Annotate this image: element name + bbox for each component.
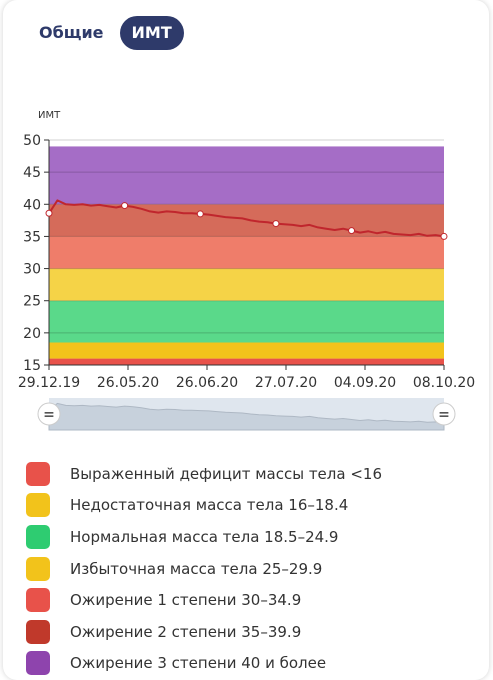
y-axis-label: ИМТ (38, 110, 61, 121)
legend-swatch (26, 588, 50, 613)
bmi-line (48, 199, 445, 238)
bmi-band-2 (49, 300, 444, 343)
tab-general[interactable]: Общие (39, 23, 104, 42)
legend-item: Ожирение 3 степени 40 и более (26, 648, 382, 680)
x-tick-label: 29.12.19 (18, 375, 80, 391)
y-tick-label: 30 (23, 262, 41, 278)
x-tick-label: 26.06.20 (176, 375, 238, 391)
tab-bmi[interactable]: ИМТ (119, 16, 184, 50)
legend-item: Ожирение 1 степени 30–34.9 (26, 584, 382, 616)
legend-swatch (26, 493, 50, 518)
legend: Выраженный дефицит массы тела <16 Недоста… (26, 458, 382, 679)
tab-bar: Общие ИМТ (29, 16, 190, 50)
bmi-band-3 (49, 268, 444, 301)
legend-label: Ожирение 3 степени 40 и более (70, 654, 327, 673)
y-tick-label: 15 (23, 358, 41, 374)
legend-label: Ожирение 2 степени 35–39.9 (70, 622, 302, 641)
bmi-chart: 15 20 25 30 35 40 45 50 ИМТ 29.12.19 26.05.20 26.06… (18, 110, 475, 431)
y-tick-label: 40 (23, 197, 41, 213)
legend-item: Ожирение 2 степени 35–39.9 (26, 616, 382, 648)
legend-swatch (26, 619, 50, 644)
data-point (348, 227, 356, 235)
legend-item: Избыточная масса тела 25–29.9 (26, 553, 382, 585)
y-tick-label: 25 (23, 294, 41, 310)
data-point (45, 209, 53, 217)
x-tick-label: 04.09.20 (334, 375, 396, 391)
y-tick-label: 50 (23, 133, 41, 149)
bmi-band-6 (49, 146, 444, 205)
drag-handle-icon[interactable]: = (438, 407, 450, 423)
x-tick-label: 26.05.20 (97, 375, 159, 391)
legend-item: Нормальная масса тела 18.5–24.9 (26, 521, 382, 553)
legend-item: Выраженный дефицит массы тела <16 (26, 458, 382, 490)
legend-swatch (26, 556, 50, 581)
y-tick-label: 35 (23, 229, 41, 245)
bmi-band-4 (49, 236, 444, 269)
legend-swatch (26, 651, 50, 676)
legend-swatch (26, 461, 50, 486)
data-point (196, 210, 204, 218)
x-tick-label: 08.10.20 (413, 375, 475, 391)
navigator-handle[interactable] (37, 402, 61, 426)
navigator-series (48, 402, 445, 431)
legend-swatch (26, 524, 50, 549)
y-tick-label: 20 (23, 326, 41, 342)
y-tick-label: 45 (23, 165, 41, 181)
legend-label: Ожирение 1 степени 30–34.9 (70, 591, 302, 610)
legend-label: Выраженный дефицит массы тела <16 (70, 464, 382, 483)
legend-label: Недостаточная масса тела 16–18.4 (70, 496, 349, 515)
drag-handle-icon[interactable]: = (43, 407, 55, 423)
legend-item: Недостаточная масса тела 16–18.4 (26, 490, 382, 522)
bmi-band-1 (49, 342, 444, 359)
bmi-band-0 (49, 358, 444, 365)
data-point (440, 232, 448, 240)
data-point (121, 202, 129, 210)
legend-label: Избыточная масса тела 25–29.9 (70, 559, 323, 578)
x-tick-label: 27.07.20 (255, 375, 317, 391)
navigator-handle[interactable] (432, 402, 456, 426)
legend-label: Нормальная масса тела 18.5–24.9 (70, 527, 339, 546)
data-point (272, 220, 280, 228)
